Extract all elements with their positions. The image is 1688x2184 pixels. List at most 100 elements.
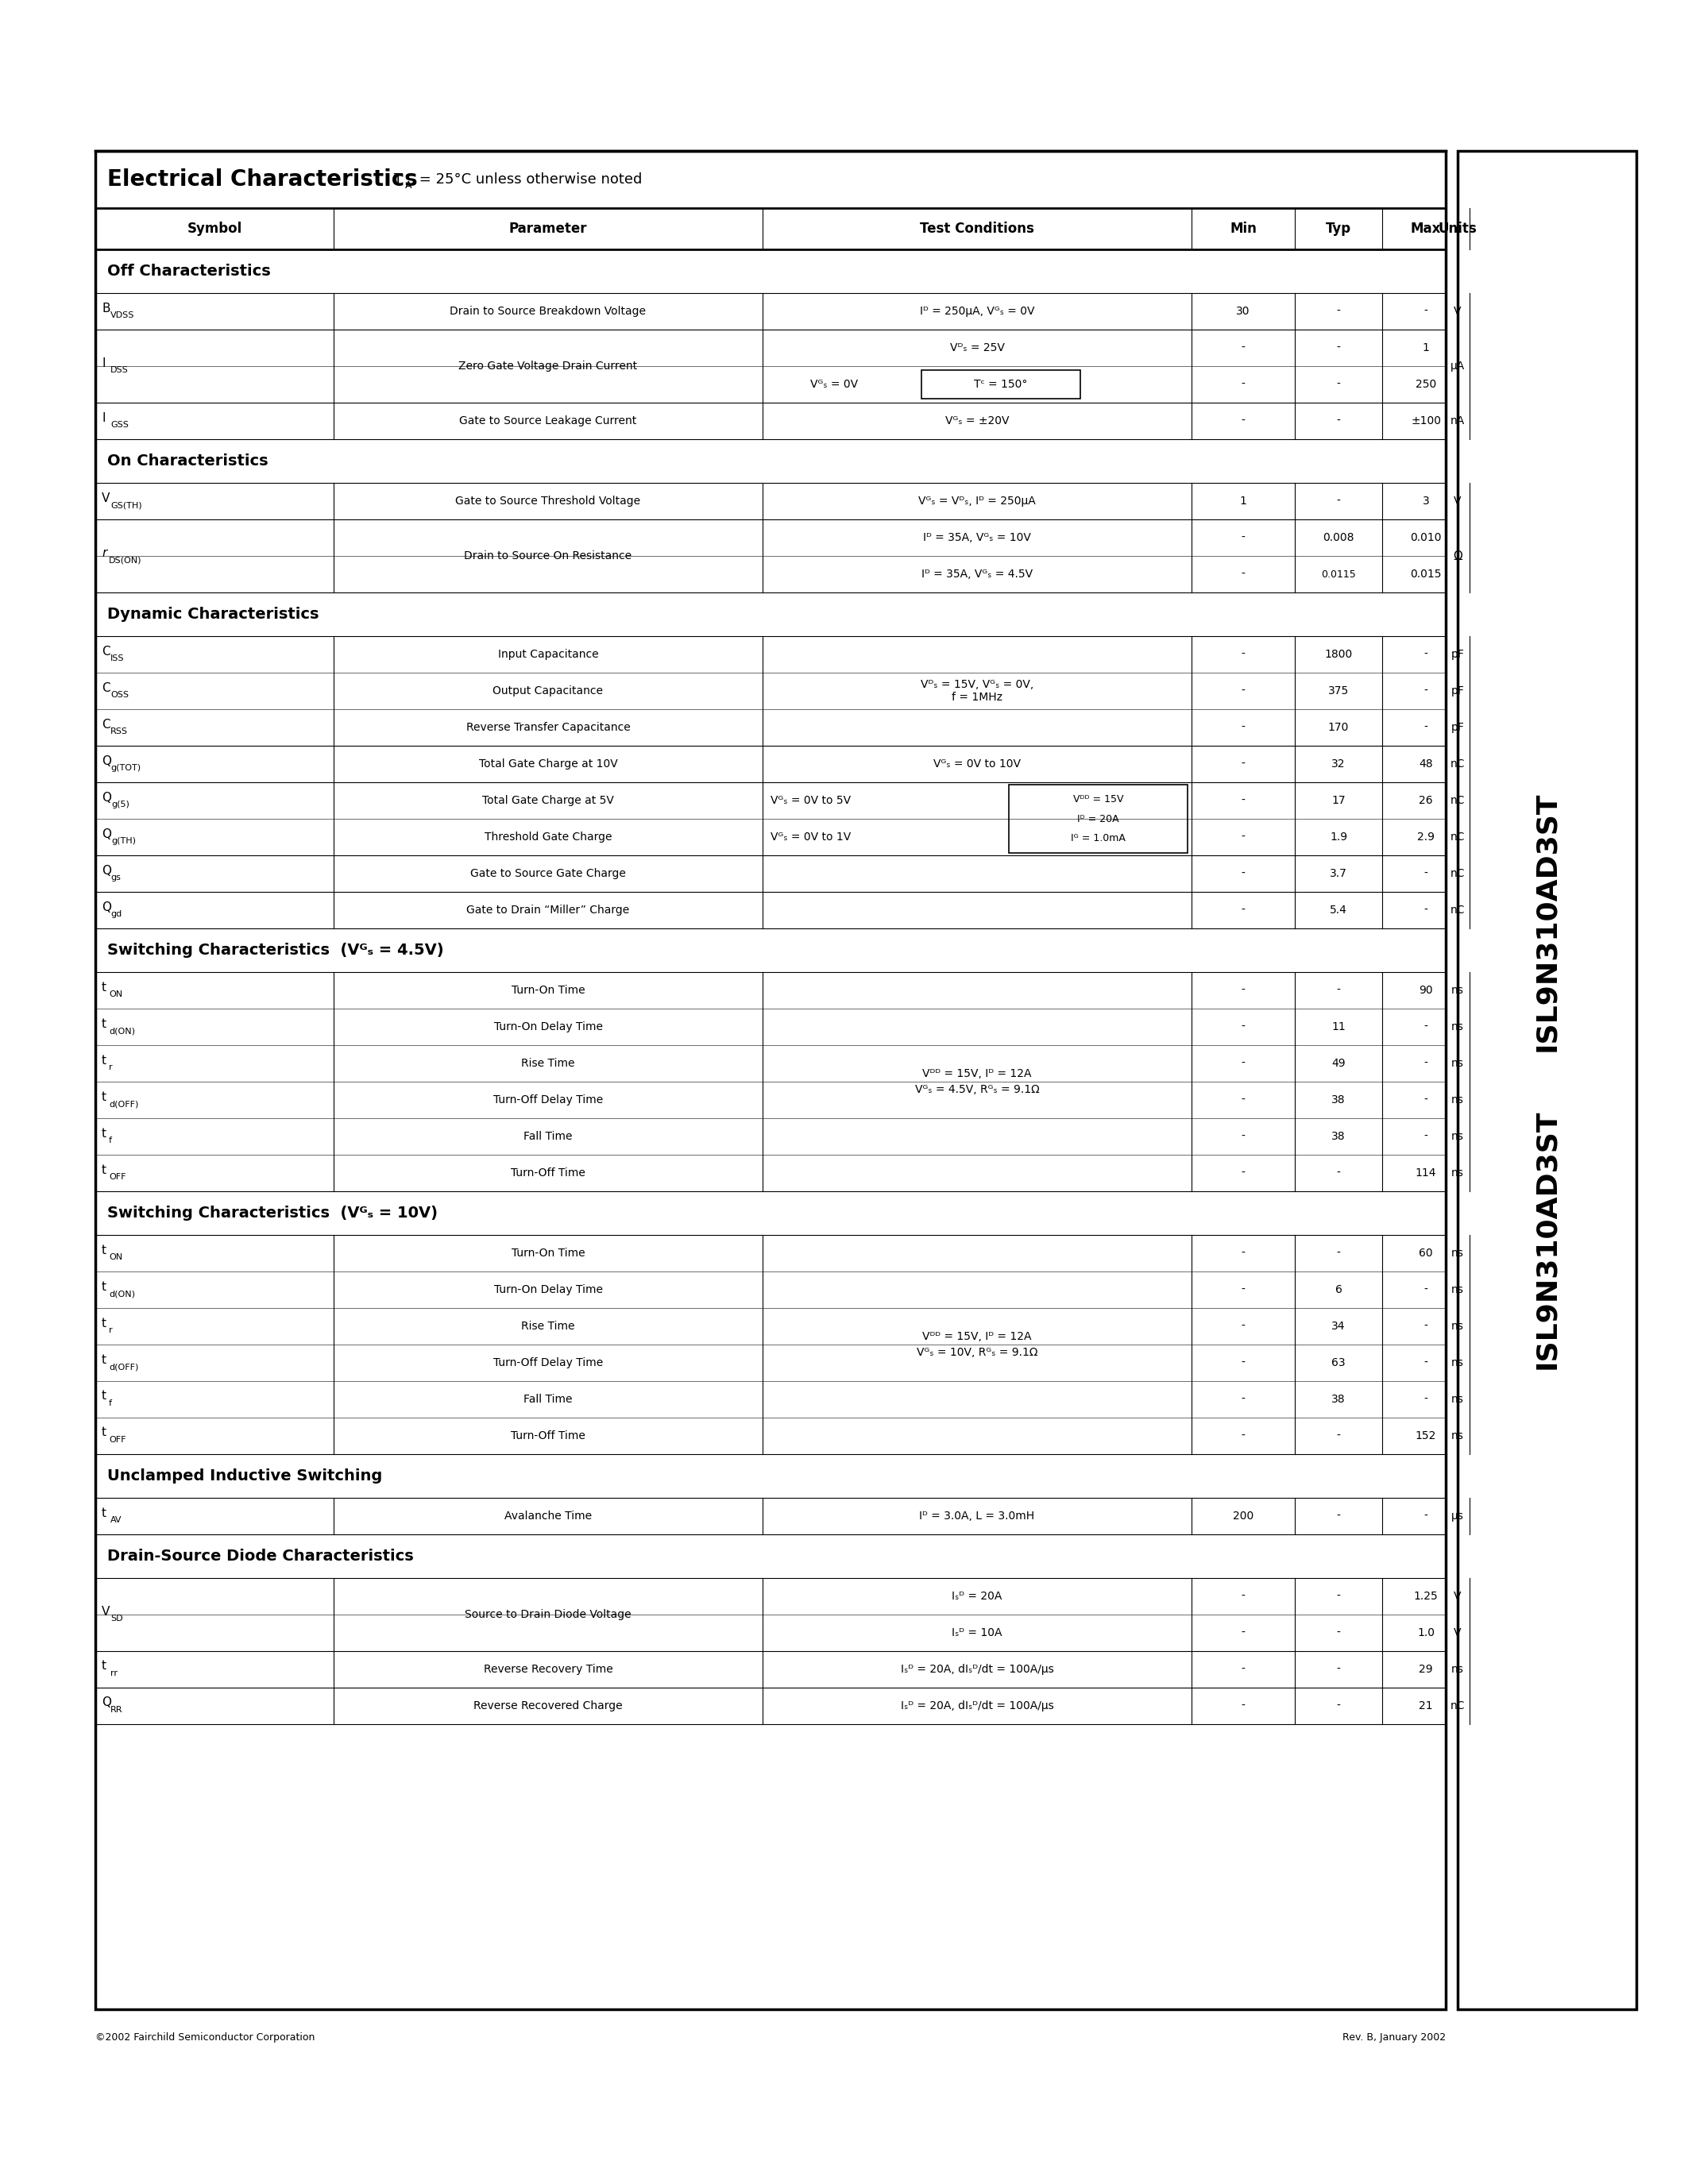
Text: Turn-On Delay Time: Turn-On Delay Time bbox=[493, 1284, 603, 1295]
Text: Typ: Typ bbox=[1325, 221, 1350, 236]
Text: Vᴳₛ = 4.5V, Rᴳₛ = 9.1Ω: Vᴳₛ = 4.5V, Rᴳₛ = 9.1Ω bbox=[915, 1083, 1040, 1094]
Text: Rise Time: Rise Time bbox=[522, 1321, 576, 1332]
Text: f: f bbox=[108, 1136, 111, 1144]
Text: Vᴳₛ = Vᴰₛ, Iᴰ = 250μA: Vᴳₛ = Vᴰₛ, Iᴰ = 250μA bbox=[918, 496, 1036, 507]
Text: Iᴰ = 20A: Iᴰ = 20A bbox=[1077, 815, 1119, 823]
Text: Iₛᴰ = 10A: Iₛᴰ = 10A bbox=[952, 1627, 1003, 1638]
Text: -: - bbox=[1241, 1094, 1246, 1105]
Text: ns: ns bbox=[1452, 1168, 1463, 1179]
Text: -: - bbox=[1425, 1511, 1428, 1522]
Text: 3.7: 3.7 bbox=[1330, 867, 1347, 880]
Text: -: - bbox=[1241, 723, 1246, 734]
Text: t: t bbox=[101, 1018, 106, 1029]
Text: 38: 38 bbox=[1332, 1094, 1345, 1105]
Text: -: - bbox=[1425, 1284, 1428, 1295]
Text: -: - bbox=[1425, 1057, 1428, 1068]
Text: 0.008: 0.008 bbox=[1323, 533, 1354, 544]
Text: C: C bbox=[101, 644, 110, 657]
Text: Avalanche Time: Avalanche Time bbox=[505, 1511, 592, 1522]
Text: Output Capacitance: Output Capacitance bbox=[493, 686, 603, 697]
Text: Parameter: Parameter bbox=[510, 221, 587, 236]
Text: nC: nC bbox=[1450, 795, 1465, 806]
Text: Tᶜ = 150°: Tᶜ = 150° bbox=[974, 378, 1028, 391]
Text: t: t bbox=[101, 1280, 106, 1293]
Text: -: - bbox=[1425, 1393, 1428, 1404]
Text: Iₛᴰ = 20A, dIₛᴰ/dt = 100A/μs: Iₛᴰ = 20A, dIₛᴰ/dt = 100A/μs bbox=[900, 1664, 1053, 1675]
Text: OSS: OSS bbox=[110, 690, 128, 699]
Text: Turn-Off Delay Time: Turn-Off Delay Time bbox=[493, 1356, 603, 1369]
Text: OFF: OFF bbox=[108, 1435, 127, 1444]
Text: gs: gs bbox=[110, 874, 120, 882]
Text: -: - bbox=[1425, 904, 1428, 915]
Text: RSS: RSS bbox=[110, 727, 128, 736]
Text: d(OFF): d(OFF) bbox=[108, 1363, 138, 1372]
Text: 114: 114 bbox=[1415, 1168, 1436, 1179]
Text: B: B bbox=[101, 301, 110, 314]
Text: -: - bbox=[1241, 1431, 1246, 1441]
Text: DSS: DSS bbox=[110, 367, 128, 373]
Text: 6: 6 bbox=[1335, 1284, 1342, 1295]
Text: t: t bbox=[101, 1245, 106, 1256]
Text: Gate to Source Gate Charge: Gate to Source Gate Charge bbox=[471, 867, 626, 880]
Text: ns: ns bbox=[1452, 1094, 1463, 1105]
Text: -: - bbox=[1425, 649, 1428, 660]
Text: -: - bbox=[1425, 686, 1428, 697]
Text: Q: Q bbox=[101, 865, 111, 876]
Text: 250: 250 bbox=[1416, 378, 1436, 391]
Text: VDSS: VDSS bbox=[110, 312, 135, 319]
Text: Iₛᴰ = 20A: Iₛᴰ = 20A bbox=[952, 1590, 1003, 1601]
Text: r: r bbox=[108, 1064, 113, 1072]
Text: 60: 60 bbox=[1420, 1247, 1433, 1258]
Text: ns: ns bbox=[1452, 1356, 1463, 1369]
Text: -: - bbox=[1337, 1664, 1340, 1675]
Text: 1.9: 1.9 bbox=[1330, 832, 1347, 843]
Text: Reverse Recovery Time: Reverse Recovery Time bbox=[483, 1664, 613, 1675]
Text: t: t bbox=[101, 1090, 106, 1103]
Text: nC: nC bbox=[1450, 867, 1465, 880]
Text: -: - bbox=[1241, 1701, 1246, 1712]
Text: 49: 49 bbox=[1332, 1057, 1345, 1068]
Text: Turn-On Time: Turn-On Time bbox=[511, 985, 586, 996]
Text: 17: 17 bbox=[1332, 795, 1345, 806]
Text: 32: 32 bbox=[1332, 758, 1345, 769]
Text: Off Characteristics: Off Characteristics bbox=[108, 264, 270, 280]
Text: Source to Drain Diode Voltage: Source to Drain Diode Voltage bbox=[464, 1610, 631, 1621]
Bar bbox=[1009, 784, 1188, 854]
Text: f = 1MHz: f = 1MHz bbox=[952, 692, 1003, 703]
Text: -: - bbox=[1425, 723, 1428, 734]
Text: Vᴰₛ = 25V: Vᴰₛ = 25V bbox=[950, 343, 1004, 354]
Text: t: t bbox=[101, 1127, 106, 1140]
Text: Turn-On Delay Time: Turn-On Delay Time bbox=[493, 1022, 603, 1033]
Bar bbox=[1458, 151, 1636, 2009]
Text: -: - bbox=[1241, 686, 1246, 697]
Text: Rise Time: Rise Time bbox=[522, 1057, 576, 1068]
Text: ns: ns bbox=[1452, 1431, 1463, 1441]
Text: t: t bbox=[101, 981, 106, 994]
Text: Turn-On Time: Turn-On Time bbox=[511, 1247, 586, 1258]
Text: A: A bbox=[405, 179, 412, 190]
Text: -: - bbox=[1241, 904, 1246, 915]
Text: nC: nC bbox=[1450, 758, 1465, 769]
Text: rr: rr bbox=[110, 1669, 118, 1677]
Text: Ω: Ω bbox=[1453, 550, 1462, 561]
Text: ns: ns bbox=[1452, 985, 1463, 996]
Text: r: r bbox=[108, 1326, 113, 1334]
Text: ©2002 Fairchild Semiconductor Corporation: ©2002 Fairchild Semiconductor Corporatio… bbox=[95, 2031, 316, 2042]
Text: Q: Q bbox=[101, 791, 111, 804]
Text: Q: Q bbox=[101, 828, 111, 841]
Text: -: - bbox=[1241, 533, 1246, 544]
Text: -: - bbox=[1241, 1590, 1246, 1601]
Text: d(ON): d(ON) bbox=[108, 1026, 135, 1035]
Text: Gate to Source Threshold Voltage: Gate to Source Threshold Voltage bbox=[456, 496, 641, 507]
Text: ISL9N310AD3ST: ISL9N310AD3ST bbox=[1533, 1109, 1560, 1369]
Text: μs: μs bbox=[1452, 1511, 1463, 1522]
Text: g(TH): g(TH) bbox=[111, 836, 135, 845]
Text: Vᴰₛ = 15V, Vᴳₛ = 0V,: Vᴰₛ = 15V, Vᴳₛ = 0V, bbox=[920, 679, 1033, 690]
Text: -: - bbox=[1241, 649, 1246, 660]
Text: Vᴳₛ = 0V: Vᴳₛ = 0V bbox=[810, 378, 858, 391]
Text: -: - bbox=[1241, 1393, 1246, 1404]
Text: -: - bbox=[1337, 1431, 1340, 1441]
Text: g(TOT): g(TOT) bbox=[110, 764, 140, 771]
Text: Rev. B, January 2002: Rev. B, January 2002 bbox=[1342, 2031, 1445, 2042]
Text: -: - bbox=[1241, 343, 1246, 354]
